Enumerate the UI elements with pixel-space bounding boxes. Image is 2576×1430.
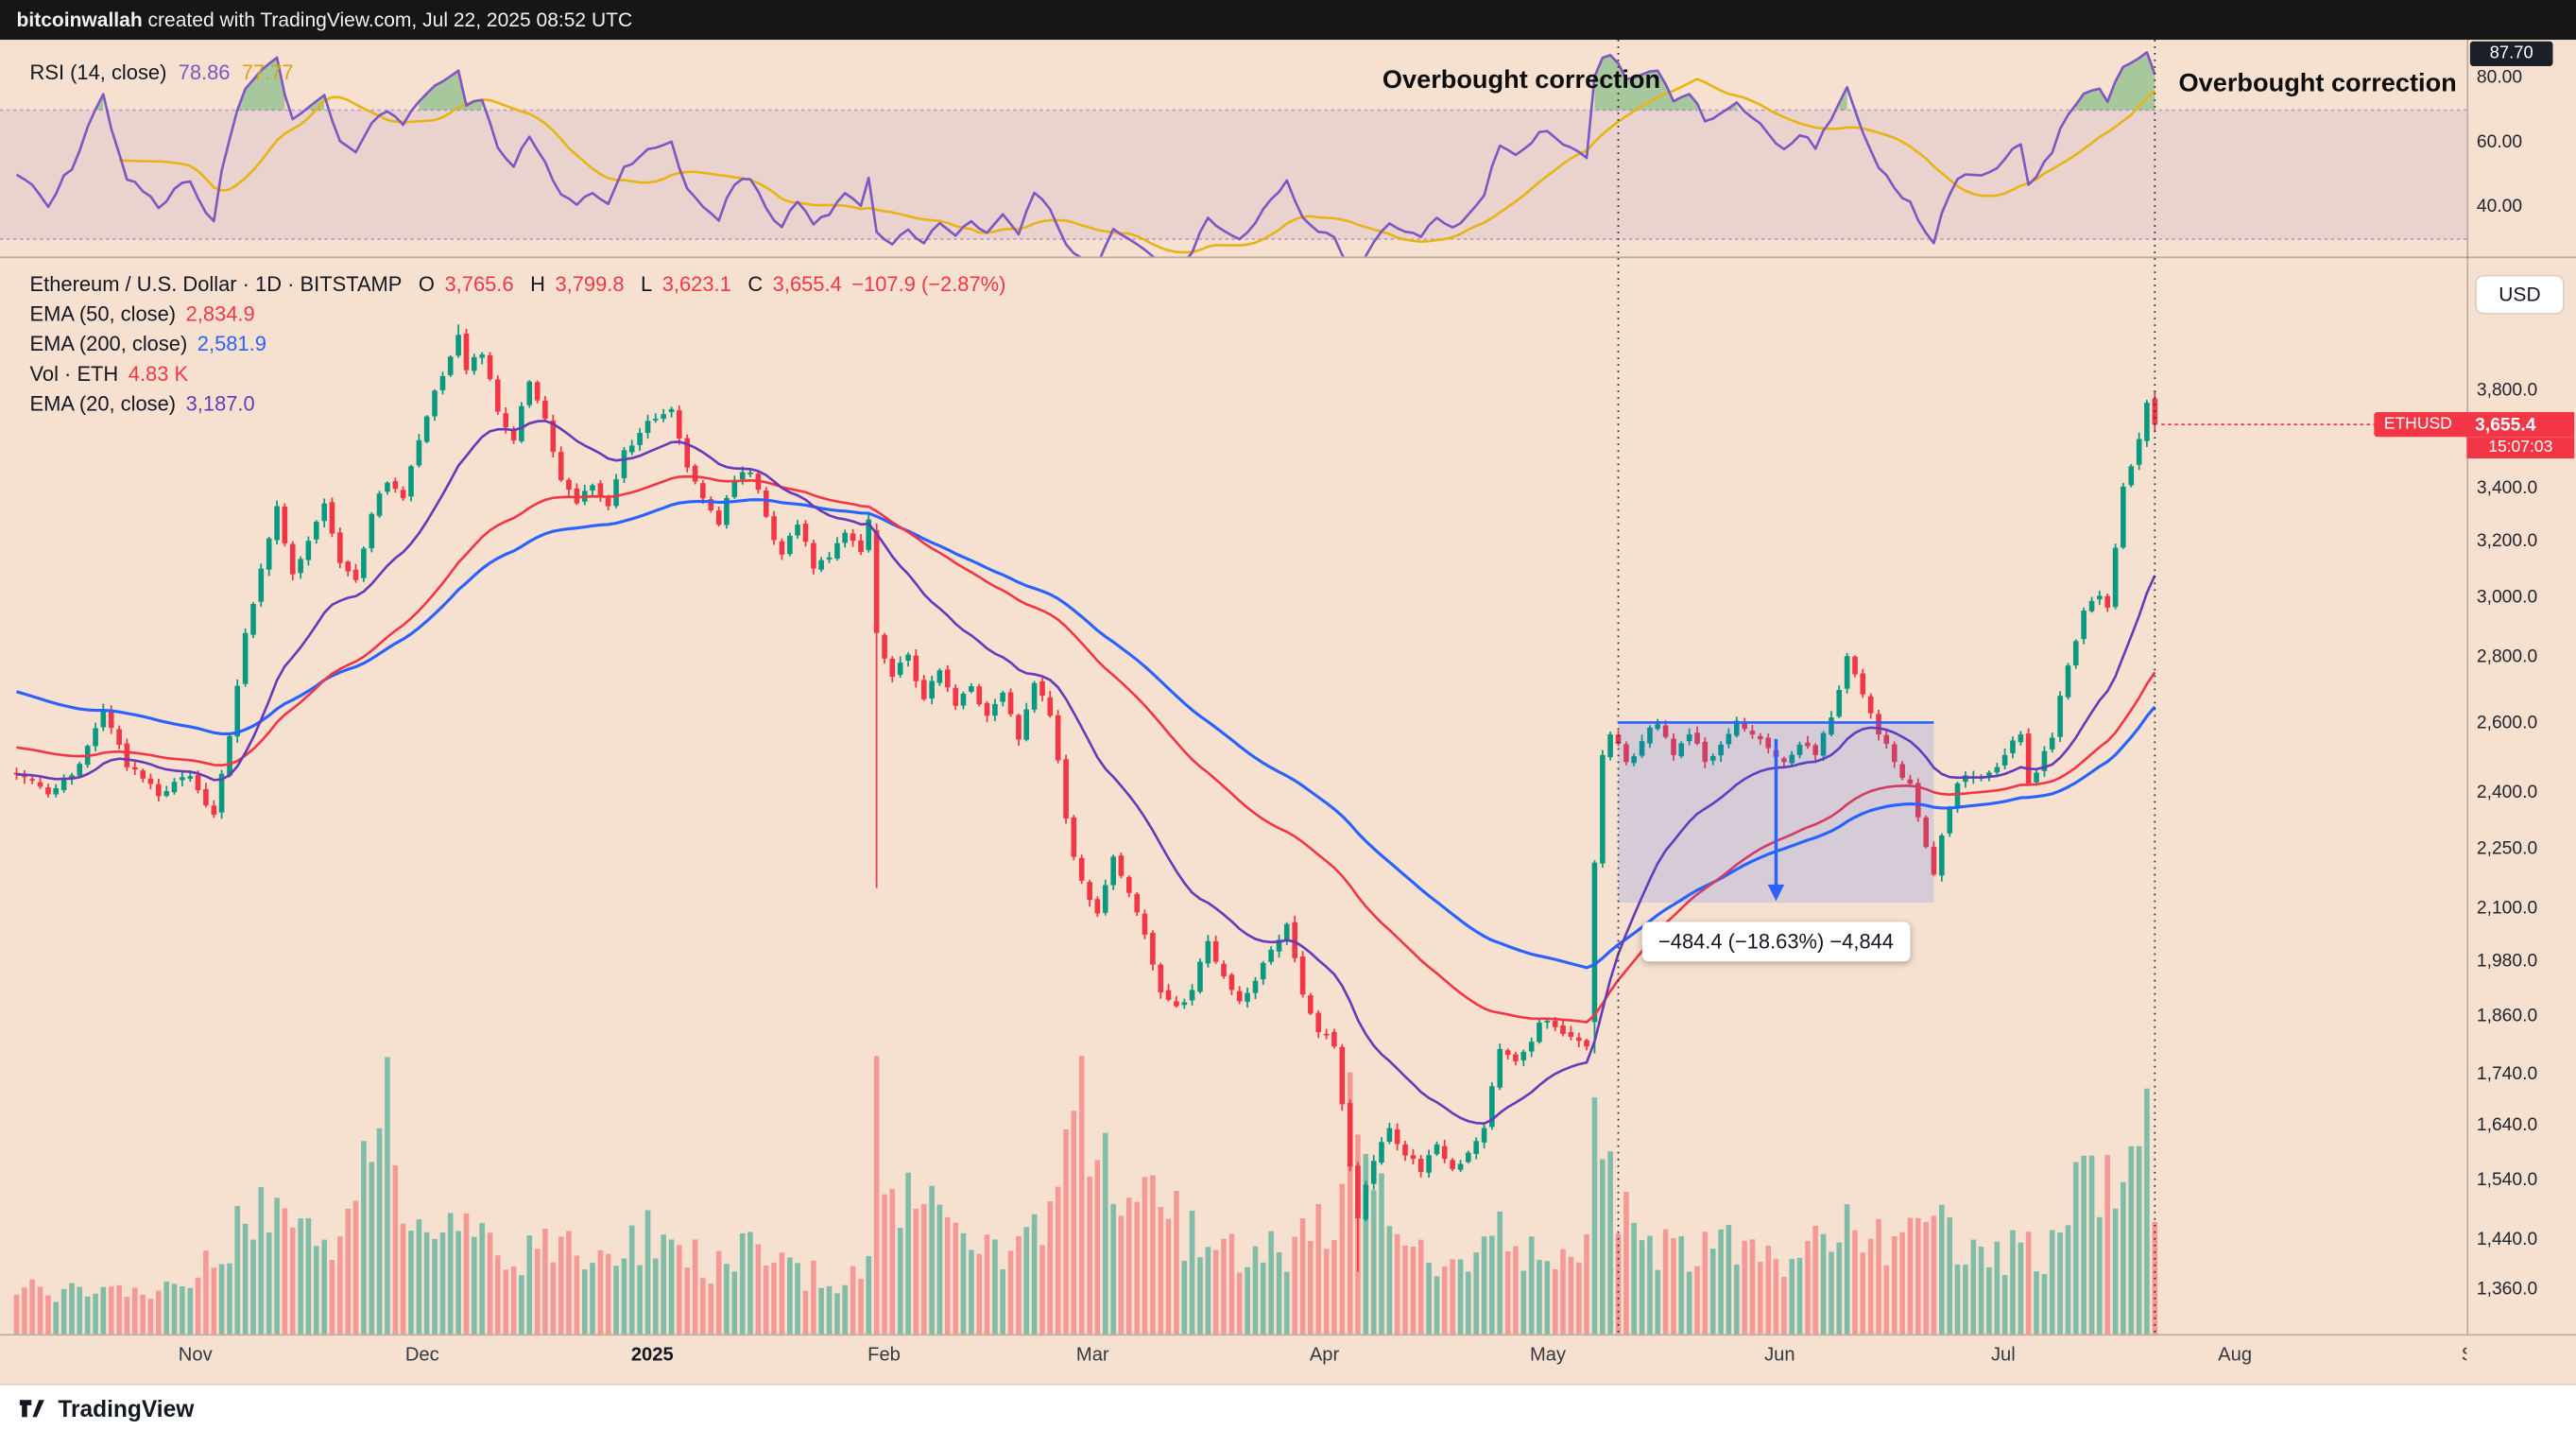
symbol-legend-row[interactable]: Ethereum / U.S. Dollar · 1D · BITSTAMP O…	[30, 269, 1006, 300]
time-axis-label: May	[1530, 1345, 1567, 1366]
indicator-value: 2,834.9	[185, 302, 255, 326]
time-axis-label: 2025	[630, 1345, 674, 1366]
price-scale-label: 2,600.0	[2476, 712, 2538, 732]
symbol-ticker: ETHUSD	[2383, 415, 2452, 434]
time-axis-label: Apr	[1309, 1345, 1340, 1366]
time-axis-separator	[0, 1334, 2576, 1336]
price-scale-label: 1,540.0	[2476, 1170, 2538, 1191]
price-scale-label: 2,250.0	[2476, 838, 2538, 859]
price-scale-label: 1,980.0	[2476, 951, 2538, 972]
price-scale-label: 3,200.0	[2476, 530, 2538, 551]
tradingview-logo-icon[interactable]	[17, 1393, 47, 1423]
top-info-bar: bitcoinwallah created with TradingView.c…	[0, 0, 2576, 41]
indicator-label: EMA (50, close)	[29, 302, 177, 326]
rsi-scale-label: 40.00	[2476, 197, 2523, 217]
rsi-value-badge: 87.70	[2469, 40, 2553, 66]
high-value: 3,799.8	[555, 272, 625, 297]
price-scale-label: 1,440.0	[2476, 1229, 2538, 1249]
price-scale-label: 2,100.0	[2476, 899, 2538, 920]
rsi-overbought-fill	[2075, 52, 2155, 111]
indicator-row-ema200[interactable]: EMA (200, close) 2,581.9	[30, 329, 1006, 359]
rsi-legend-title: RSI (14, close)	[29, 60, 167, 85]
author-name: bitcoinwallah	[16, 8, 143, 32]
symbol-title: Ethereum / U.S. Dollar · 1D · BITSTAMP	[29, 272, 403, 297]
time-axis-label: Nov	[178, 1345, 213, 1366]
rsi-value: 78.86	[178, 60, 231, 85]
ema20-line	[16, 420, 2156, 1126]
time-axis-label: Jul	[1990, 1345, 2016, 1366]
time-axis-label: Feb	[867, 1345, 901, 1366]
indicator-label: EMA (200, close)	[29, 332, 188, 356]
close-value: 3,655.4	[772, 272, 842, 297]
brand-name[interactable]: TradingView	[58, 1394, 195, 1421]
indicator-value: 2,581.9	[197, 332, 266, 356]
ema-lines	[16, 420, 2156, 1126]
time-axis-label: Sep	[2462, 1346, 2467, 1366]
time-axis-label: Jun	[1764, 1345, 1795, 1366]
chart-legend: Ethereum / U.S. Dollar · 1D · BITSTAMP O…	[30, 269, 1006, 419]
price-scale-label: 3,400.0	[2476, 477, 2538, 498]
overbought-annotation-2[interactable]: Overbought correction	[2178, 69, 2457, 98]
last-price-value: 3,655.4	[2475, 414, 2536, 435]
title-text: created with TradingView.com, Jul 22, 20…	[142, 8, 633, 32]
overbought-annotation-1[interactable]: Overbought correction	[1382, 66, 1661, 95]
indicator-row-ema50[interactable]: EMA (50, close) 2,834.9	[30, 300, 1006, 330]
footer-bar: TradingView	[0, 1383, 2576, 1430]
price-scale-label: 1,860.0	[2476, 1005, 2538, 1025]
indicator-row-ema20[interactable]: EMA (20, close) 3,187.0	[30, 389, 1006, 420]
indicator-label: EMA (20, close)	[29, 392, 177, 416]
rsi-scale-label: 60.00	[2476, 132, 2523, 153]
low-value: 3,623.1	[661, 272, 731, 297]
ema50-line	[16, 474, 2156, 1024]
price-scale-label: 1,740.0	[2476, 1063, 2538, 1084]
rsi-line	[15, 51, 2156, 257]
price-pane-canvas[interactable]	[0, 256, 2466, 1335]
price-scale-label: 1,360.0	[2476, 1279, 2538, 1300]
last-price-badge: ETHUSD 3,655.4 15:07:03	[2374, 412, 2575, 459]
price-scale-separator	[2466, 40, 2469, 1335]
time-axis-label: Dec	[404, 1345, 439, 1366]
price-scale-label: 3,000.0	[2476, 587, 2538, 608]
time-axis-label: Aug	[2218, 1345, 2253, 1366]
time-axis-label: Mar	[1075, 1345, 1109, 1366]
bar-countdown: 15:07:03	[2466, 437, 2575, 459]
rsi-ma-value: 77.77	[241, 60, 294, 85]
rsi-pane-canvas[interactable]	[0, 40, 2467, 257]
ema200-line	[16, 498, 2156, 970]
pane-separator[interactable]	[0, 256, 2576, 259]
indicator-value: 3,187.0	[185, 392, 255, 416]
volume-series	[13, 1056, 2158, 1335]
high-label: H	[530, 272, 545, 297]
rsi-overbought-fill	[237, 57, 285, 111]
price-scale-label: 2,400.0	[2476, 782, 2538, 802]
price-scale[interactable]: 3,800.0 3,400.0 3,200.0 3,000.0 2,800.0 2,600…	[2466, 0, 2576, 1384]
candlestick-series	[13, 324, 2158, 1272]
price-scale-label: 2,800.0	[2476, 647, 2538, 668]
time-axis[interactable]: Nov Dec 2025 Feb Mar Apr May Jun Jul Aug Sep	[0, 1334, 2467, 1384]
open-label: O	[418, 272, 435, 297]
indicator-row-volume[interactable]: Vol · ETH 4.83 K	[30, 359, 1006, 389]
close-label: C	[747, 272, 764, 297]
indicator-label: Vol · ETH	[29, 362, 119, 387]
measure-tool-label[interactable]: −484.4 (−18.63%) −4,844	[1641, 922, 1911, 963]
rsi-band	[0, 110, 2467, 240]
change-value: −107.9 (−2.87%)	[851, 272, 1006, 297]
rsi-ma-line	[119, 78, 2156, 254]
rsi-overbought-fill	[419, 70, 483, 111]
rsi-scale-label: 80.00	[2476, 67, 2523, 88]
low-label: L	[641, 272, 653, 297]
open-value: 3,765.6	[444, 272, 514, 297]
indicator-value: 4.83 K	[128, 362, 189, 387]
price-scale-label: 3,800.0	[2476, 380, 2538, 401]
price-scale-label: 1,640.0	[2476, 1115, 2538, 1136]
currency-toggle-button[interactable]: USD	[2476, 276, 2563, 313]
rsi-legend[interactable]: RSI (14, close) 78.86 77.77	[30, 61, 294, 85]
